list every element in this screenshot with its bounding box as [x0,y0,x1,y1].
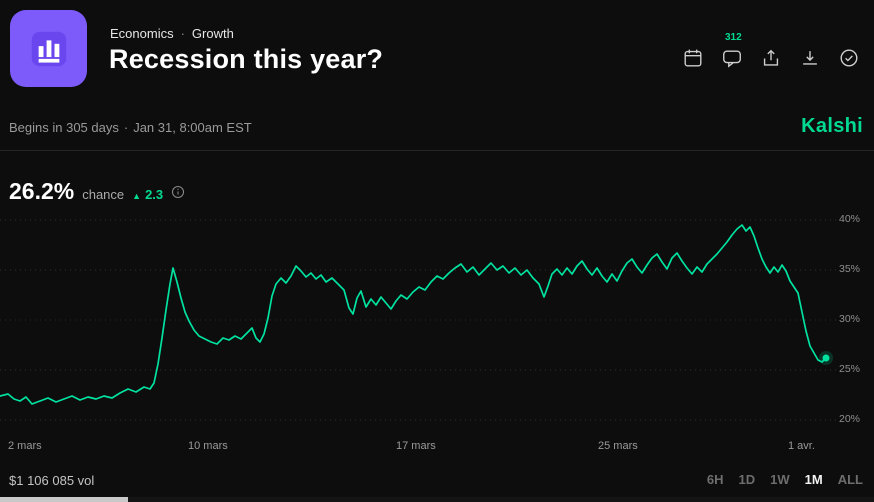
range-1w-button[interactable]: 1W [770,472,790,487]
chance-value: 26.2% [9,178,75,204]
breadcrumb-category[interactable]: Economics [110,26,174,41]
x-tick-label: 17 mars [396,440,436,452]
calendar-icon [684,49,702,67]
horizontal-scrollbar-track [0,497,874,502]
market-category-icon [10,10,87,87]
meta-separator: · [123,120,129,135]
start-time-text: Jan 31, 8:00am EST [133,120,252,135]
price-line-svg [0,219,836,421]
range-1m-button[interactable]: 1M [804,472,823,487]
range-1d-button[interactable]: 1D [738,472,756,487]
delta-value: 2.3 [145,187,164,202]
y-tick-label: 30% [839,313,861,325]
begins-text: Begins in 305 days [9,120,119,135]
y-tick-label: 40% [839,213,861,225]
y-axis: 40% 35% 30% 25% 20% [839,212,873,444]
page-title: Recession this year? [109,44,384,74]
header-divider [0,150,874,151]
share-button[interactable] [760,47,782,69]
range-6h-button[interactable]: 6H [706,472,724,487]
breadcrumb: Economics · Growth [110,26,234,41]
download-icon [803,51,817,65]
calendar-button[interactable] [682,47,704,69]
price-chart[interactable] [0,212,836,444]
comment-count-badge: 312 [725,32,742,43]
volume-text: $1 106 085 vol [9,473,95,488]
kalshi-logo: Kalshi [801,115,863,137]
header-actions: 312 [682,32,860,69]
share-icon [763,49,779,66]
time-range-selector: 6H 1D 1W 1M ALL [707,472,863,487]
speech-bubble-icon [723,50,741,68]
breadcrumb-separator: · [180,26,185,41]
bar-chart-icon [31,31,66,66]
watchlist-button[interactable] [838,47,860,69]
circle-check-icon [840,49,858,67]
x-tick-label: 2 mars [8,440,42,452]
download-button[interactable] [799,47,821,69]
chance-row: 26.2% chance ▲ 2.3 [9,178,185,205]
y-tick-label: 20% [839,413,861,425]
comments-button[interactable]: 312 [721,32,743,69]
scrollbar-thumb[interactable] [0,497,128,502]
range-all-button[interactable]: ALL [837,472,863,487]
chance-delta: ▲ 2.3 [132,187,163,202]
chance-label: chance [82,187,125,202]
market-meta: Begins in 305 days · Jan 31, 8:00am EST [9,120,252,135]
y-tick-label: 35% [839,263,861,275]
x-tick-label: 1 avr. [788,440,815,452]
current-price-dot [822,354,830,362]
breadcrumb-subcategory[interactable]: Growth [191,26,234,41]
info-icon[interactable] [171,185,185,199]
y-tick-label: 25% [839,363,861,375]
x-axis: 2 mars 10 mars 17 mars 25 mars 1 avr. [0,440,836,456]
x-tick-label: 10 mars [188,440,228,452]
x-tick-label: 25 mars [598,440,638,452]
up-triangle-icon: ▲ [132,191,142,201]
